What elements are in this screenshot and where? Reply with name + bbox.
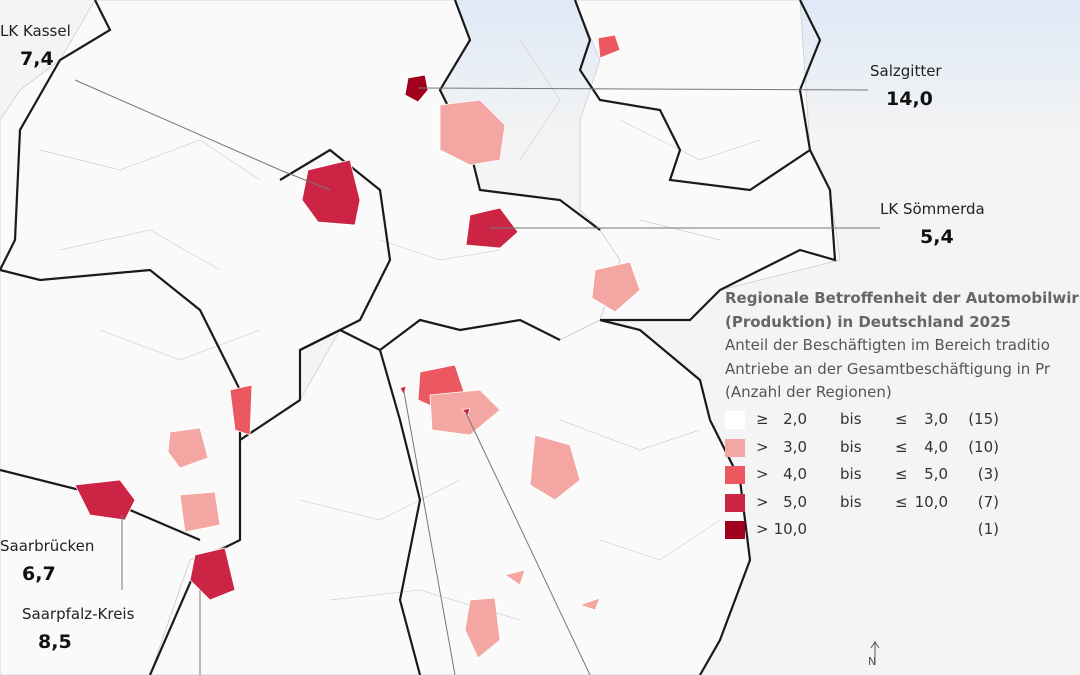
legend-to: 3,0	[924, 410, 948, 428]
legend-op2: ≤	[895, 437, 908, 456]
legend-to: 5,0	[924, 465, 948, 483]
legend-title: Regionale Betroffenheit der Automobilwir	[725, 289, 1079, 307]
legend-subtitle: Antriebe an der Gesamtbeschäftigung in P…	[725, 359, 1051, 378]
legend-from: 3,0	[783, 437, 807, 456]
legend-op1: >	[756, 492, 769, 511]
legend-count: (7)	[977, 492, 999, 511]
legend-from: 5,0	[783, 492, 807, 511]
legend-to: 4,0	[924, 437, 948, 456]
legend-op1: >	[756, 437, 769, 456]
callout-name: LK Kassel	[0, 22, 71, 40]
legend-count: (15)	[968, 410, 999, 428]
callout-value: 5,4	[920, 226, 954, 248]
leader-lines	[74, 79, 880, 675]
legend-from: 2,0	[783, 410, 807, 428]
legend-bis: bis	[840, 465, 862, 483]
legend-from: 10,0	[773, 520, 807, 538]
callout-name: LK Sömmerda	[880, 200, 985, 218]
legend-bis: bis	[840, 437, 862, 456]
legend-op1: ≥	[756, 410, 769, 428]
legend-op1: >	[756, 465, 769, 483]
legend-op2: ≤	[895, 465, 908, 483]
legend-bis: bis	[840, 410, 862, 428]
callout-name: Salzgitter	[870, 62, 942, 80]
north-label: N	[868, 655, 877, 668]
legend-swatch	[725, 521, 745, 539]
callout-value: 7,4	[20, 48, 54, 70]
legend-op2: ≤	[895, 492, 908, 511]
legend-swatch	[725, 493, 745, 512]
legend-swatch	[725, 466, 745, 484]
highlighted-regions	[74, 34, 641, 659]
callout-value: 6,7	[22, 563, 56, 585]
callout-name: Saarbrücken	[0, 537, 95, 555]
legend-count: (1)	[977, 520, 999, 538]
legend-from: 4,0	[783, 465, 807, 483]
legend-swatch	[725, 411, 745, 429]
legend-op1: >	[756, 520, 769, 538]
north-arrow	[870, 640, 880, 665]
legend-title: (Produktion) in Deutschland 2025	[725, 313, 1011, 331]
legend-subtitle: Anteil der Beschäftigten im Bereich trad…	[725, 336, 1050, 354]
district-lines	[39, 39, 761, 621]
callout-name: Saarpfalz-Kreis	[22, 605, 135, 623]
legend-count: (3)	[977, 465, 999, 483]
callout-value: 8,5	[38, 631, 72, 653]
callout-value: 14,0	[886, 88, 933, 110]
legend-bis: bis	[840, 492, 862, 511]
legend-op2: ≤	[895, 410, 908, 428]
legend-count: (10)	[968, 437, 999, 456]
legend-to: 10,0	[914, 492, 948, 511]
districts	[0, 0, 841, 675]
legend-subtitle: (Anzahl der Regionen)	[725, 383, 892, 401]
legend-swatch	[725, 438, 745, 457]
